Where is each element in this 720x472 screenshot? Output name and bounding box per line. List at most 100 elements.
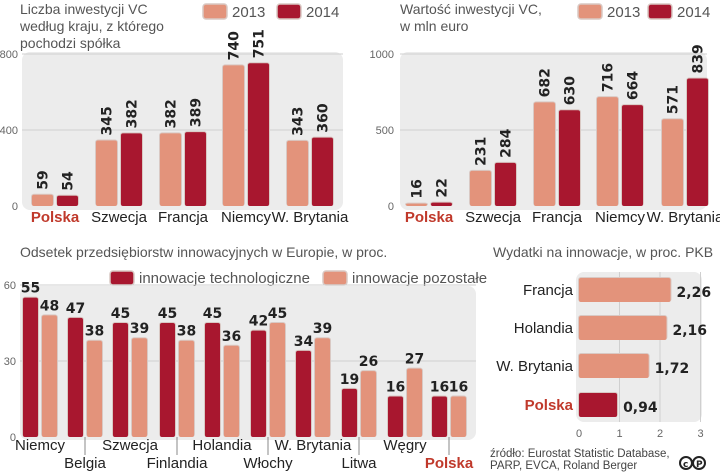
legend-label-2013: 2013: [232, 4, 265, 21]
legend-label: innowacje pozostałe: [352, 270, 487, 287]
bar-Belgia-0: [68, 317, 83, 437]
data-label: 45: [203, 306, 222, 322]
chart-title: Wydatki na innowacje, w proc. PKB: [493, 244, 713, 260]
category-label: Niemcy: [221, 209, 272, 226]
legend-swatch: [109, 270, 135, 286]
bar-Szwecja-1: [132, 338, 147, 437]
data-label: 284: [499, 128, 515, 157]
y-tick-label: 800: [0, 49, 18, 61]
data-label: 682: [538, 68, 554, 97]
bar-Litwa-1: [361, 371, 376, 437]
bar-Francja: [579, 278, 671, 302]
category-label: W. Brytania: [275, 437, 352, 454]
data-label: 16: [386, 379, 405, 395]
category-label: Szwecja: [91, 209, 148, 226]
chart-4: Wydatki na innowacje, w proc. PKB 0 1 2 3 Fra…: [493, 244, 713, 440]
data-label: 716: [601, 63, 617, 92]
data-label: 16: [449, 379, 468, 395]
bar-Francja-2014: [185, 132, 206, 206]
data-label: 16: [410, 179, 426, 198]
bar-Szwecja-2013: [470, 170, 491, 206]
data-label: 0,94: [623, 400, 658, 416]
source-line-1: źródło: Eurostat Statistic Database,: [490, 448, 670, 460]
svg-text:c: c: [683, 460, 688, 470]
legend-swatch-2013: [577, 3, 603, 20]
bar-Finlandia-0: [160, 323, 175, 437]
data-label: 751: [252, 29, 268, 58]
bar-Polska: [579, 393, 618, 417]
data-label: 231: [474, 137, 490, 166]
bar-W. Brytania-2014: [312, 137, 333, 206]
data-label: 55: [21, 281, 40, 297]
y-tick-label: 1000: [370, 49, 394, 61]
data-label: 382: [164, 99, 180, 128]
category-label: Holandia: [514, 320, 574, 337]
data-label: 16: [430, 379, 449, 395]
category-label: Francja: [532, 209, 583, 226]
bar-Holandia: [579, 316, 667, 340]
bar-Francja-2013: [160, 133, 181, 206]
y-tick-label: 0: [10, 432, 16, 444]
chart-title-line: Liczba inwestycji VC: [20, 1, 148, 17]
legend-swatch-2013: [202, 3, 228, 20]
bar-Polska-1: [451, 396, 466, 437]
data-label: 34: [294, 334, 314, 350]
data-label: 42: [249, 314, 268, 330]
data-label: 1,72: [655, 361, 690, 377]
cp-logo: c P: [679, 456, 706, 470]
category-label: Finlandia: [147, 455, 209, 472]
x-tick-label: 1: [616, 428, 622, 440]
bar-Niemcy-2014: [248, 63, 269, 207]
legend-label-2014: 2014: [306, 4, 339, 21]
data-label: 22: [435, 178, 451, 197]
category-label: Holandia: [192, 437, 252, 454]
y-tick-label: 500: [376, 125, 394, 137]
y-tick-label: 400: [0, 125, 18, 137]
data-label: 45: [158, 306, 177, 322]
category-label: Węgry: [383, 437, 427, 454]
bar-Węgry-0: [388, 396, 403, 437]
bar-Litwa-0: [342, 388, 357, 437]
bar-Polska-2013: [32, 194, 53, 206]
data-label: 2,16: [672, 323, 707, 339]
category-label: Francja: [158, 209, 209, 226]
data-label: 630: [563, 76, 579, 105]
chart-title-line: pochodzi spółka: [20, 35, 121, 51]
chart-2: Wartość inwestycji VC,w mln euro 2013 2014…: [370, 1, 720, 226]
plot-panel: [576, 272, 702, 422]
bar-Polska-2014: [57, 195, 78, 206]
category-label: Belgia: [64, 455, 106, 472]
bar-Holandia-1: [224, 345, 239, 437]
bar-Szwecja-2014: [121, 133, 142, 206]
category-label: Polska: [525, 397, 574, 414]
source-line-2: PARP, EVCA, Roland Berger: [490, 460, 637, 472]
bar-Holandia-0: [205, 323, 220, 437]
bar-Szwecja-2013: [96, 140, 117, 206]
bar-W. Brytania-2013: [662, 119, 683, 206]
bar-Polska-0: [432, 396, 447, 437]
chart-title-line: w mln euro: [399, 18, 469, 34]
chart-title: Odsetek przedsiębiorstw innowacyjnych w …: [20, 244, 387, 260]
data-label: 664: [626, 71, 642, 100]
data-label: 54: [61, 171, 77, 191]
data-label: 571: [666, 85, 682, 114]
legend-swatch: [322, 270, 348, 286]
data-label: 36: [222, 329, 241, 345]
svg-text:P: P: [696, 460, 703, 470]
data-label: 26: [359, 354, 378, 370]
data-label: 382: [125, 99, 141, 128]
data-label: 38: [177, 324, 196, 340]
data-label: 2,26: [677, 285, 712, 301]
category-label: Litwa: [341, 455, 377, 472]
bar-W. Brytania-0: [296, 350, 311, 437]
bar-W. Brytania-2014: [687, 78, 708, 206]
chart-title-line: według kraju, z którego: [19, 18, 164, 34]
data-label: 27: [405, 352, 424, 368]
bar-Niemcy-2013: [597, 97, 618, 206]
bar-Niemcy-2014: [622, 105, 643, 206]
bar-Polska-2013: [406, 203, 427, 206]
bar-Francja-2013: [534, 102, 555, 206]
data-label: 45: [268, 306, 287, 322]
data-label: 59: [36, 170, 52, 189]
